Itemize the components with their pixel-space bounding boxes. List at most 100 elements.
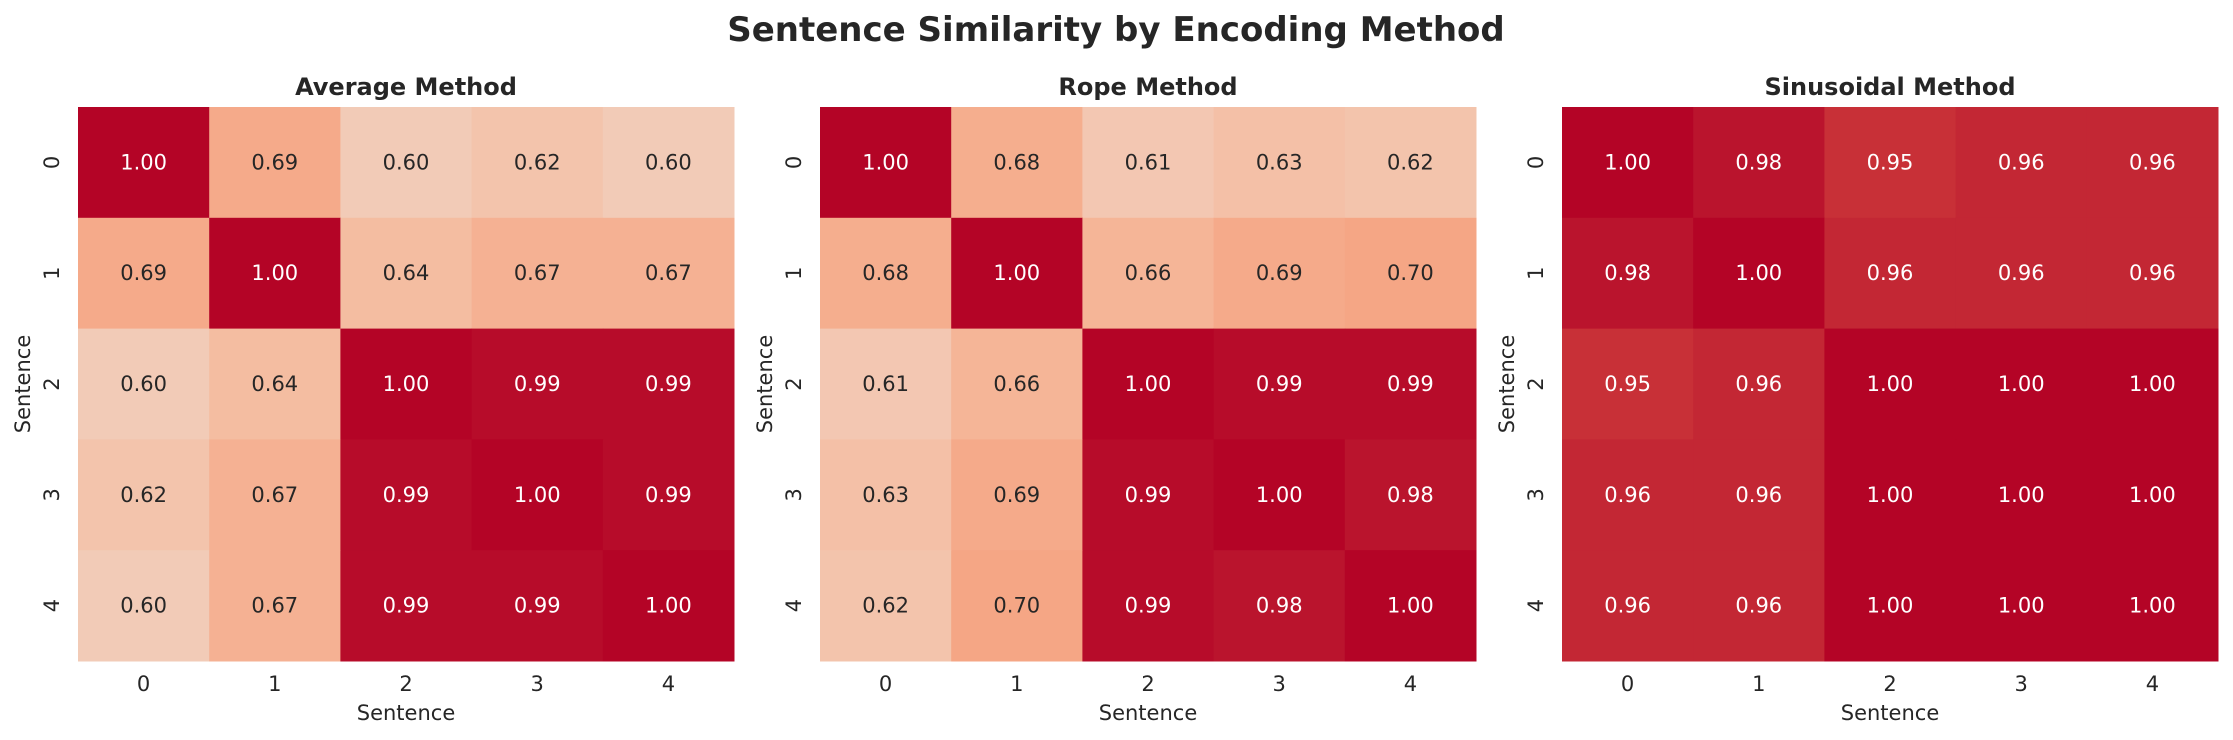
heatmap-cell [1562, 550, 1694, 662]
y-tick-label: 3 [782, 488, 806, 501]
cell-value-label: 0.64 [383, 261, 430, 285]
heatmap-cell [471, 217, 604, 330]
cell-value-label: 0.61 [862, 372, 909, 396]
heatmap-cell [951, 550, 1083, 662]
cell-value-label: 0.99 [514, 594, 561, 618]
cell-value-label: 0.68 [993, 150, 1040, 174]
cell-value-label: 1.00 [1125, 372, 1172, 396]
heatmap-cell [1955, 107, 2088, 219]
cell-value-label: 1.00 [251, 261, 298, 285]
heatmap-cell [78, 107, 210, 219]
heatmap-cell [209, 217, 341, 330]
x-tick-label: 2 [1883, 672, 1896, 696]
heatmap-cell [1562, 328, 1694, 440]
heatmap-cell [820, 217, 952, 330]
cell-value-label: 0.96 [1604, 594, 1651, 618]
x-tick-label: 2 [399, 672, 412, 696]
heatmap-cell [1824, 107, 1957, 219]
heatmap-cell [471, 107, 604, 219]
cell-value-label: 0.67 [251, 483, 298, 507]
cell-value-label: 1.00 [1604, 150, 1651, 174]
heatmap-sinusoidal-method: Sinusoidal Method 1.00 0.98 0.95 0.96 0.96 0.9… [1495, 73, 2219, 725]
heatmap-cell [209, 328, 341, 440]
heatmap-cell [1824, 439, 1957, 551]
x-tick-label: 1 [1752, 672, 1765, 696]
heatmap-cell [2086, 217, 2219, 330]
heatmap-cell [1213, 328, 1346, 440]
heatmap-cell [951, 107, 1083, 219]
heatmap-cell [78, 217, 210, 330]
heatmap-cell [1213, 439, 1346, 551]
heatmap-cell [78, 550, 210, 662]
y-axis-label: Sentence [11, 335, 35, 434]
heatmap-cell [340, 328, 473, 440]
heatmap-cell [1562, 439, 1694, 551]
cell-value-label: 1.00 [383, 372, 430, 396]
heatmap-cell [1082, 439, 1215, 551]
x-tick-label: 3 [2015, 672, 2028, 696]
heatmap-cell [209, 439, 341, 551]
cell-value-label: 1.00 [2129, 372, 2176, 396]
heatmap-cell [471, 550, 604, 662]
cell-value-label: 0.63 [862, 483, 909, 507]
cell-value-label: 0.70 [1387, 261, 1434, 285]
cell-value-label: 0.62 [120, 483, 167, 507]
cell-value-label: 0.96 [1867, 261, 1914, 285]
y-tick-label: 2 [1524, 377, 1548, 390]
x-tick-label: 4 [2146, 672, 2159, 696]
heatmap-cell [1824, 328, 1957, 440]
heatmap-cell [1693, 328, 1825, 440]
heatmap-cell [2086, 439, 2219, 551]
cell-value-label: 1.00 [1998, 594, 2045, 618]
y-axis-label: Sentence [1495, 335, 1519, 434]
heatmap-cell [340, 107, 473, 219]
heatmap-cell [340, 217, 473, 330]
heatmap-cell [1213, 107, 1346, 219]
cell-value-label: 0.98 [1604, 261, 1651, 285]
heatmap-cell [1693, 439, 1825, 551]
cell-value-label: 0.98 [1735, 150, 1782, 174]
heatmap-rope-method: Rope Method 1.00 0.68 0.61 0.63 0.62 0.68 1.00 0… [753, 73, 1477, 725]
cell-value-label: 1.00 [2129, 594, 2176, 618]
cell-value-label: 0.63 [1256, 150, 1303, 174]
y-tick-label: 4 [782, 599, 806, 612]
cell-value-label: 0.68 [862, 261, 909, 285]
x-tick-label: 4 [662, 672, 675, 696]
cell-value-label: 0.67 [645, 261, 692, 285]
cell-value-label: 0.99 [383, 594, 430, 618]
cell-value-label: 0.99 [1125, 483, 1172, 507]
heatmap-cell [951, 328, 1083, 440]
cell-value-label: 0.99 [645, 483, 692, 507]
heatmap-cell [1082, 217, 1215, 330]
y-tick-label: 1 [782, 267, 806, 280]
x-tick-label: 3 [531, 672, 544, 696]
heatmap-cell [1824, 217, 1957, 330]
cell-value-label: 0.96 [1998, 261, 2045, 285]
cell-value-label: 1.00 [1735, 261, 1782, 285]
heatmap-cell [209, 107, 341, 219]
cell-value-label: 0.96 [1604, 483, 1651, 507]
cell-value-label: 0.99 [645, 372, 692, 396]
x-axis-label: Sentence [1841, 701, 1940, 725]
cell-value-label: 1.00 [1867, 594, 1914, 618]
cell-value-label: 0.60 [120, 594, 167, 618]
cell-value-label: 0.99 [1125, 594, 1172, 618]
x-tick-label: 1 [1010, 672, 1023, 696]
cell-value-label: 0.69 [120, 261, 167, 285]
heatmap-cell [2086, 550, 2219, 662]
cell-value-label: 0.69 [1256, 261, 1303, 285]
figure-title: Sentence Similarity by Encoding Method [727, 10, 1505, 50]
y-tick-label: 2 [40, 377, 64, 390]
heatmap-cell [78, 328, 210, 440]
heatmap-cell [602, 439, 735, 551]
heatmap-cell [2086, 107, 2219, 219]
cell-value-label: 0.99 [514, 372, 561, 396]
cell-value-label: 0.95 [1867, 150, 1914, 174]
cell-value-label: 1.00 [862, 150, 909, 174]
heatmap-cell [471, 439, 604, 551]
y-tick-label: 1 [1524, 267, 1548, 280]
x-tick-label: 1 [268, 672, 281, 696]
heatmap-cell [1082, 550, 1215, 662]
y-tick-label: 0 [1524, 156, 1548, 169]
y-tick-label: 3 [1524, 488, 1548, 501]
